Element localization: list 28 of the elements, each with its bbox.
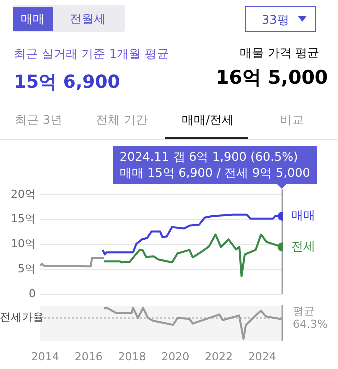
y-axis-title: 전세가율 bbox=[0, 311, 44, 324]
y-tick-label: 15억 bbox=[11, 212, 36, 226]
x-tick-label: 2016 bbox=[74, 350, 103, 364]
ref-line-label: 평균 64.3% bbox=[293, 305, 328, 332]
x-tick-label: 2024 bbox=[248, 350, 276, 364]
series-label: 매매 bbox=[291, 208, 316, 222]
x-tick-label: 2022 bbox=[204, 350, 233, 364]
x-tick-label: 2018 bbox=[118, 350, 146, 364]
text: 16억 5,000 bbox=[216, 66, 328, 91]
text: 전월세 bbox=[53, 7, 123, 31]
text: 매매 15억 6,900 / 전세 9억 5,000 bbox=[120, 165, 310, 181]
x-tick-label: 2020 bbox=[162, 350, 190, 364]
x-tick-label: 2014 bbox=[31, 350, 60, 364]
text: 비교 bbox=[280, 112, 304, 129]
y-tick-label: 5억 bbox=[18, 262, 36, 276]
text: 2024.11 갭 6억 1,900 (60.5%) bbox=[120, 149, 300, 165]
text: 매물 가격 평균 bbox=[240, 45, 320, 62]
text: 33평 bbox=[245, 6, 316, 32]
text: 전체 기간 bbox=[96, 112, 148, 129]
text: 최근 3년 bbox=[15, 112, 62, 129]
text: 최근 실거래 기준 1개월 평균 bbox=[14, 46, 169, 63]
y-tick-label: 0 bbox=[29, 287, 36, 300]
y-tick-label: 10억 bbox=[11, 238, 36, 251]
y-tick-label: 20억 bbox=[11, 188, 36, 201]
text: 매매 bbox=[13, 7, 53, 31]
series-label: 전세 bbox=[291, 239, 316, 254]
text: 15억 6,900 bbox=[14, 71, 120, 94]
text: 매매/전세 bbox=[182, 112, 234, 129]
